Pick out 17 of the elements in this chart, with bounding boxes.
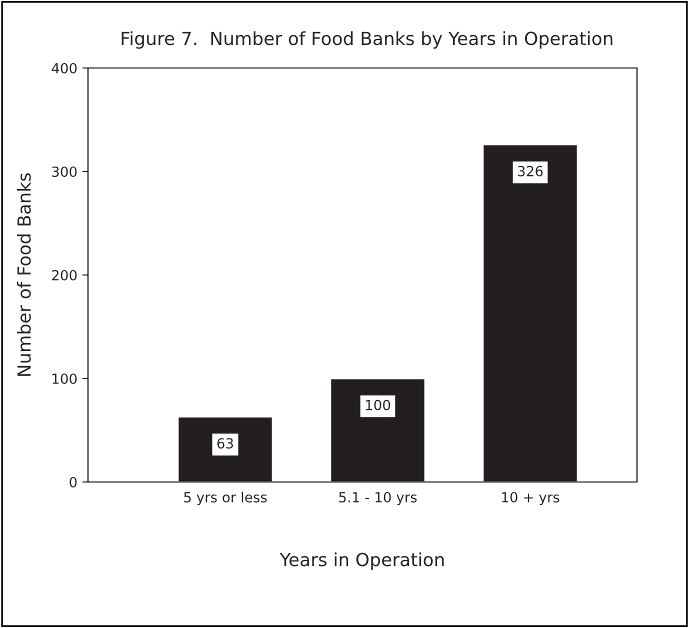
x-tick-label: 5 yrs or less [184, 492, 267, 506]
data-label: 326 [518, 166, 543, 176]
y-tick-label: 0 [70, 476, 77, 488]
x-tick-label: 5.1 - 10 yrs [339, 492, 417, 506]
chart-title: Figure 7. Number of Food Banks by Years in Operation [122, 31, 612, 49]
x-axis-title: Years in Operation [280, 552, 444, 570]
bar [482, 144, 578, 482]
y-tick-label: 400 [52, 62, 77, 74]
y-axis-title: Number of Food Banks [16, 173, 31, 376]
y-tick-label: 200 [52, 270, 77, 280]
y-tick-label: 100 [52, 373, 77, 384]
bar [177, 416, 274, 482]
bar [330, 378, 426, 482]
y-tick-label: 300 [52, 166, 77, 177]
data-label: 100 [366, 400, 390, 410]
x-tick-label: 10 + yrs [502, 492, 560, 506]
data-label: 63 [217, 438, 233, 449]
